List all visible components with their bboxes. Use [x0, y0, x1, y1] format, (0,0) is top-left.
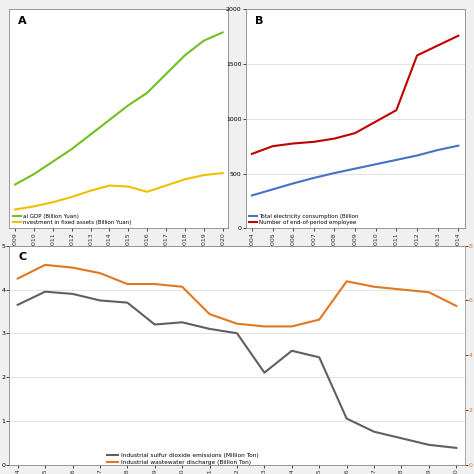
Text: C: C [18, 252, 27, 262]
Text: A: A [18, 16, 27, 26]
Legend: Industrial sulfur dioxide emissions (Million Ton), Industrial wastewater dischar: Industrial sulfur dioxide emissions (Mil… [106, 452, 259, 466]
Legend: al GDP (Billion Yuan), nvestment in fixed assets (Billion Yuan): al GDP (Billion Yuan), nvestment in fixe… [12, 213, 132, 226]
Text: B: B [255, 16, 263, 26]
Legend: Total electricity consumption (Billion, Number of end-of-period employee: Total electricity consumption (Billion, … [248, 213, 359, 226]
